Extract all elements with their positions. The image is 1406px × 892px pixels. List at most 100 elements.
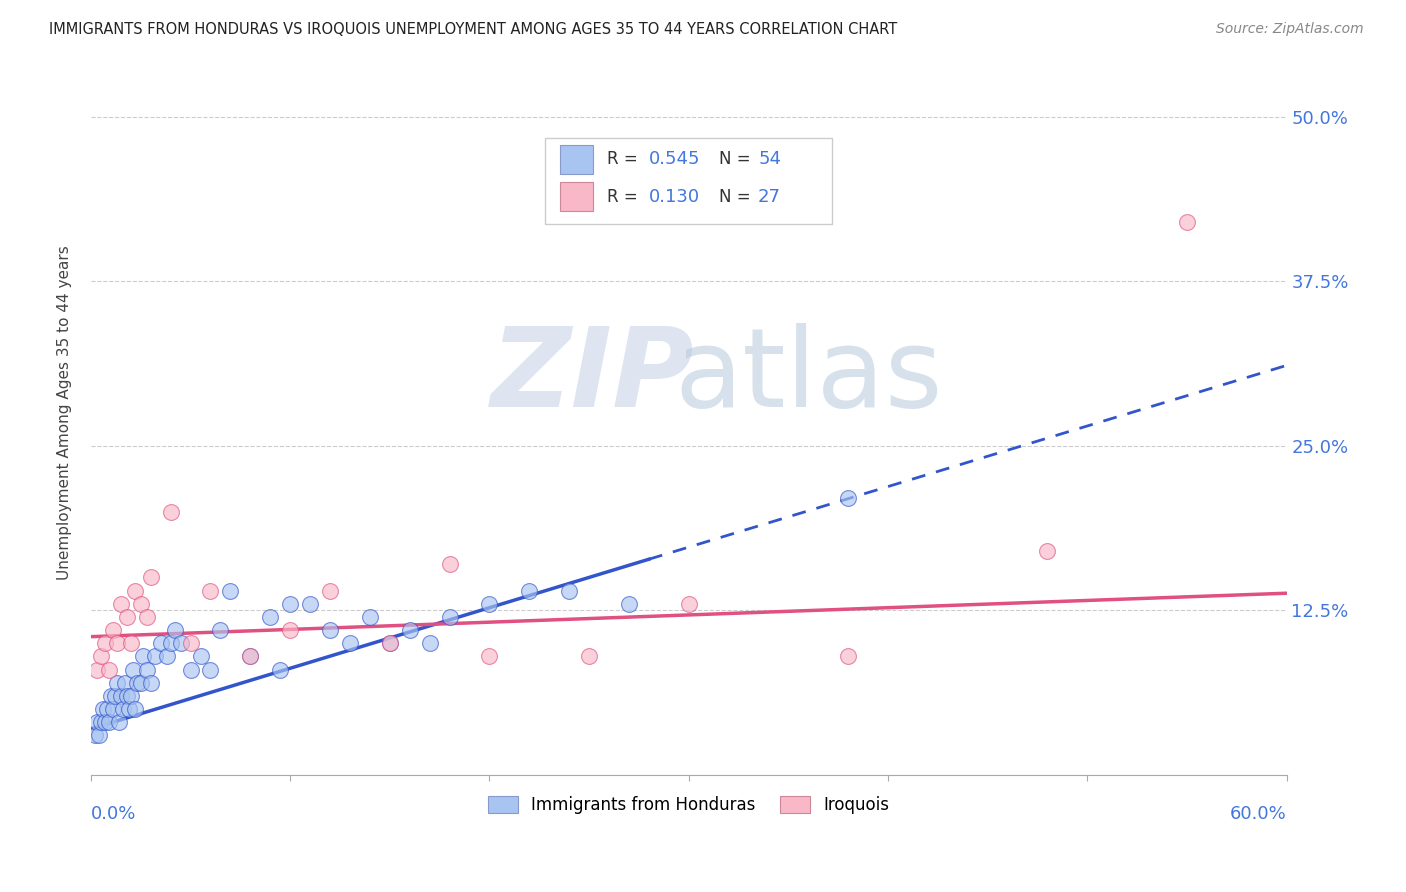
Point [278, 623, 301, 637]
Point [239, 649, 262, 664]
Point [143, 649, 166, 664]
Point [269, 663, 291, 677]
Text: 0.545: 0.545 [650, 151, 700, 169]
Point [398, 623, 420, 637]
Point [118, 702, 141, 716]
Point [163, 623, 186, 637]
Point [478, 649, 501, 664]
Point [101, 623, 124, 637]
Point [114, 675, 136, 690]
Point [110, 689, 132, 703]
Point [159, 505, 181, 519]
Point [439, 558, 461, 572]
Point [90, 649, 112, 664]
Text: IMMIGRANTS FROM HONDURAS VS IROQUOIS UNEMPLOYMENT AMONG AGES 35 TO 44 YEARS CORR: IMMIGRANTS FROM HONDURAS VS IROQUOIS UNE… [49, 22, 897, 37]
Point [86, 663, 108, 677]
Point [149, 636, 172, 650]
Point [132, 649, 155, 664]
Text: N =: N = [718, 151, 755, 169]
Point [124, 702, 146, 716]
Text: N =: N = [718, 188, 755, 206]
Point [180, 663, 202, 677]
Point [319, 623, 342, 637]
Point [200, 583, 222, 598]
Point [96, 702, 118, 716]
Point [129, 675, 152, 690]
Text: Source: ZipAtlas.com: Source: ZipAtlas.com [1216, 22, 1364, 37]
Text: 54: 54 [758, 151, 782, 169]
Point [1175, 215, 1198, 229]
Point [101, 702, 124, 716]
Point [120, 636, 142, 650]
Point [91, 702, 114, 716]
Point [120, 689, 142, 703]
Point [578, 649, 600, 664]
Point [319, 583, 342, 598]
Point [200, 663, 222, 677]
Text: 27: 27 [758, 188, 782, 206]
Point [299, 597, 322, 611]
Point [90, 715, 112, 730]
Point [159, 636, 181, 650]
Point [190, 649, 212, 664]
Point [239, 649, 262, 664]
Point [115, 689, 138, 703]
Point [209, 623, 232, 637]
Point [105, 675, 128, 690]
Point [169, 636, 191, 650]
Text: 0.0%: 0.0% [91, 805, 136, 823]
FancyBboxPatch shape [546, 137, 832, 225]
Point [86, 715, 108, 730]
Text: atlas: atlas [673, 323, 942, 430]
Point [97, 663, 120, 677]
Text: R =: R = [607, 188, 644, 206]
Point [837, 649, 859, 664]
Point [478, 597, 501, 611]
Point [1036, 544, 1059, 558]
Bar [560, 145, 593, 174]
Text: R =: R = [607, 151, 644, 169]
Point [125, 675, 148, 690]
Point [84, 728, 107, 742]
Point [124, 583, 146, 598]
Point [339, 636, 361, 650]
Point [139, 570, 162, 584]
Point [105, 636, 128, 650]
Legend: Immigrants from Honduras, Iroquois: Immigrants from Honduras, Iroquois [481, 789, 897, 821]
Bar [560, 183, 593, 211]
Point [94, 715, 117, 730]
Point [129, 597, 152, 611]
Point [139, 675, 162, 690]
Point [94, 636, 117, 650]
Point [517, 583, 540, 598]
Point [259, 610, 281, 624]
Text: 0.130: 0.130 [650, 188, 700, 206]
Point [135, 610, 157, 624]
Text: 60.0%: 60.0% [1230, 805, 1286, 823]
Point [378, 636, 401, 650]
Point [419, 636, 441, 650]
Point [278, 597, 301, 611]
Point [156, 649, 179, 664]
Point [115, 610, 138, 624]
Point [87, 728, 110, 742]
Point [121, 663, 143, 677]
Point [378, 636, 401, 650]
Point [678, 597, 700, 611]
Point [359, 610, 381, 624]
Point [104, 689, 127, 703]
Point [439, 610, 461, 624]
Point [111, 702, 134, 716]
Point [100, 689, 122, 703]
Point [180, 636, 202, 650]
Point [135, 663, 157, 677]
Point [219, 583, 242, 598]
Point [110, 597, 132, 611]
Point [558, 583, 581, 598]
Point [97, 715, 120, 730]
Y-axis label: Unemployment Among Ages 35 to 44 years: Unemployment Among Ages 35 to 44 years [58, 245, 72, 580]
Text: ZIP: ZIP [491, 323, 695, 430]
Point [837, 491, 859, 506]
Point [108, 715, 131, 730]
Point [617, 597, 640, 611]
